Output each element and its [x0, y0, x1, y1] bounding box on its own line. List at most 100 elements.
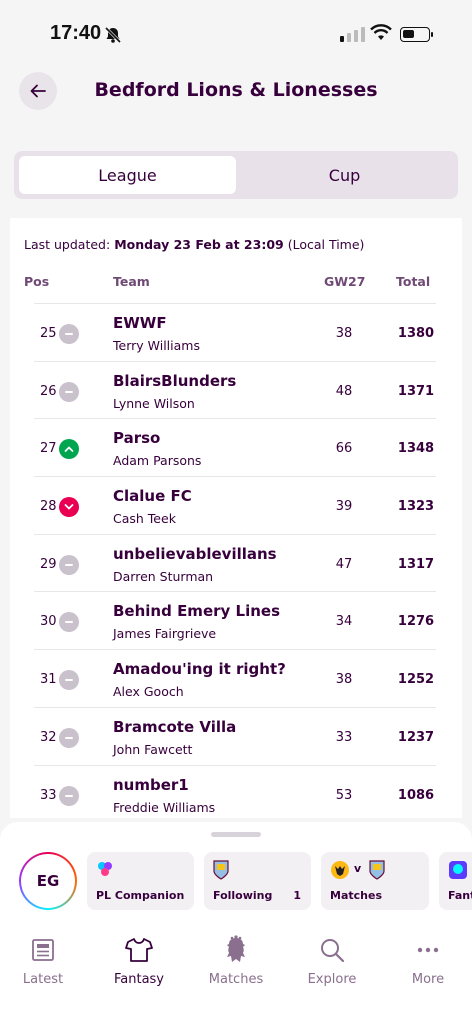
nav-label: Explore	[307, 972, 357, 987]
column-header-gw: GW27	[324, 274, 366, 289]
league-cup-tabs: League Cup	[14, 151, 458, 199]
row-position: 29	[40, 556, 57, 572]
row-manager-name: James Fairgrieve	[113, 626, 217, 642]
nav-fantasy[interactable]: Fantasy	[92, 934, 186, 987]
pl-lion-icon	[189, 934, 283, 966]
status-bar: 17:40	[0, 0, 472, 60]
bell-off-icon	[104, 26, 122, 48]
column-header-pos: Pos	[24, 274, 50, 289]
last-updated-value: Monday 23 Feb at 23:09	[114, 237, 284, 252]
sparkle-icon	[96, 860, 114, 882]
table-row[interactable]: 33 number1 Freddie Williams 53 1086	[34, 764, 436, 823]
row-manager-name: Alex Gooch	[113, 684, 184, 700]
row-position: 31	[40, 672, 57, 688]
nav-latest[interactable]: Latest	[0, 934, 90, 987]
row-position: 27	[40, 441, 57, 457]
table-row[interactable]: 30 Behind Emery Lines James Fairgrieve 3…	[34, 591, 436, 649]
chip-label: PL Companion	[96, 889, 185, 902]
movement-same-icon	[59, 324, 79, 344]
row-gw-points: 66	[335, 441, 353, 457]
row-total-points: 1237	[397, 729, 435, 745]
row-manager-name: John Fawcett	[113, 741, 193, 757]
signal-icon	[340, 27, 365, 42]
row-total-points: 1276	[397, 614, 435, 630]
row-position: 32	[40, 729, 57, 745]
arrow-left-icon	[30, 84, 46, 98]
table-row[interactable]: 29 unbelievablevillans Darren Sturman 47…	[34, 533, 436, 592]
villa-crest-icon	[213, 860, 229, 884]
movement-same-icon	[59, 785, 79, 806]
chip-matches[interactable]: v Matches	[321, 852, 429, 910]
avatar-initials: EG	[21, 854, 75, 908]
table-row[interactable]: 25 EWWF Terry Williams 38 1380	[34, 303, 436, 361]
search-icon	[285, 934, 379, 966]
row-gw-points: 48	[335, 383, 353, 399]
chip-pl-companion[interactable]: PL Companion	[87, 852, 194, 910]
last-updated-prefix: Last updated:	[24, 237, 115, 252]
last-updated-suffix: (Local Time)	[283, 237, 365, 252]
row-manager-name: Lynne Wilson	[113, 395, 195, 411]
row-total-points: 1348	[397, 441, 435, 457]
pl-lion-icon	[448, 860, 468, 884]
avatar[interactable]: EG	[19, 852, 77, 910]
nav-explore[interactable]: Explore	[285, 934, 379, 987]
row-manager-name: Freddie Williams	[113, 799, 216, 815]
row-position: 28	[40, 499, 57, 515]
villa-crest-icon	[369, 860, 385, 884]
row-position: 25	[40, 326, 57, 341]
row-gw-points: 38	[335, 326, 353, 341]
battery-icon	[400, 27, 433, 42]
status-time: 17:40	[50, 22, 102, 44]
page-title: Bedford Lions & Lionesses	[94, 79, 378, 101]
table-row[interactable]: 32 Bramcote Villa John Fawcett 33 1237	[34, 706, 436, 765]
row-gw-points: 39	[335, 499, 353, 515]
row-team-name: Clalue FC	[113, 487, 192, 506]
table-row[interactable]: 26 BlairsBlunders Lynne Wilson 48 1371	[34, 360, 436, 419]
movement-same-icon	[59, 670, 79, 691]
tab-cup[interactable]: Cup	[328, 165, 361, 185]
row-team-name: Behind Emery Lines	[113, 602, 280, 621]
chip-label: Matches	[330, 889, 382, 902]
table-row[interactable]: 27 Parso Adam Parsons 66 1348	[34, 418, 436, 476]
row-team-name: number1	[113, 775, 189, 794]
movement-same-icon	[59, 612, 79, 633]
tab-league[interactable]: League	[19, 156, 236, 194]
column-header-total: Total	[396, 274, 431, 289]
column-header-team: Team	[113, 274, 150, 289]
standings-rows: 25 EWWF Terry Williams 38 1380 26 Blairs…	[34, 303, 436, 822]
versus-label: v	[354, 862, 362, 875]
nav-more[interactable]: More	[381, 934, 472, 987]
nav-label: Matches	[208, 972, 264, 987]
row-team-name: Bramcote Villa	[113, 717, 237, 736]
movement-down-icon	[59, 497, 79, 518]
row-team-name: BlairsBlunders	[113, 371, 237, 390]
row-gw-points: 53	[335, 787, 353, 803]
chip-fantasy[interactable]: Fant	[439, 852, 472, 910]
newspaper-icon	[0, 934, 90, 966]
nav-label: Latest	[22, 972, 64, 987]
nav-label: Fantasy	[113, 972, 165, 987]
table-row[interactable]: 28 Clalue FC Cash Teek 39 1323	[34, 476, 436, 534]
back-button[interactable]	[19, 72, 57, 110]
table-row[interactable]: 31 Amadou'ing it right? Alex Gooch 38 12…	[34, 649, 436, 707]
more-dots-icon	[381, 934, 472, 966]
row-team-name: unbelievablevillans	[113, 544, 277, 563]
row-manager-name: Darren Sturman	[113, 568, 214, 584]
last-updated: Last updated: Monday 23 Feb at 23:09 (Lo…	[24, 237, 364, 252]
movement-same-icon	[59, 727, 79, 748]
row-total-points: 1252	[397, 672, 435, 688]
movement-up-icon	[59, 439, 79, 460]
row-total-points: 1086	[397, 787, 435, 803]
chip-following[interactable]: Following 1	[204, 852, 311, 910]
row-position: 30	[40, 614, 57, 630]
row-position: 33	[40, 787, 57, 803]
row-team-name: EWWF	[113, 314, 167, 332]
row-gw-points: 47	[335, 556, 353, 572]
movement-same-icon	[59, 381, 79, 402]
nav-matches[interactable]: Matches	[189, 934, 283, 987]
sheet-grabber[interactable]	[211, 832, 261, 837]
row-team-name: Amadou'ing it right?	[113, 660, 286, 679]
following-count: 1	[293, 889, 301, 902]
bottom-nav: Latest Fantasy Matches Explore More	[0, 924, 472, 1024]
row-gw-points: 38	[335, 672, 353, 688]
